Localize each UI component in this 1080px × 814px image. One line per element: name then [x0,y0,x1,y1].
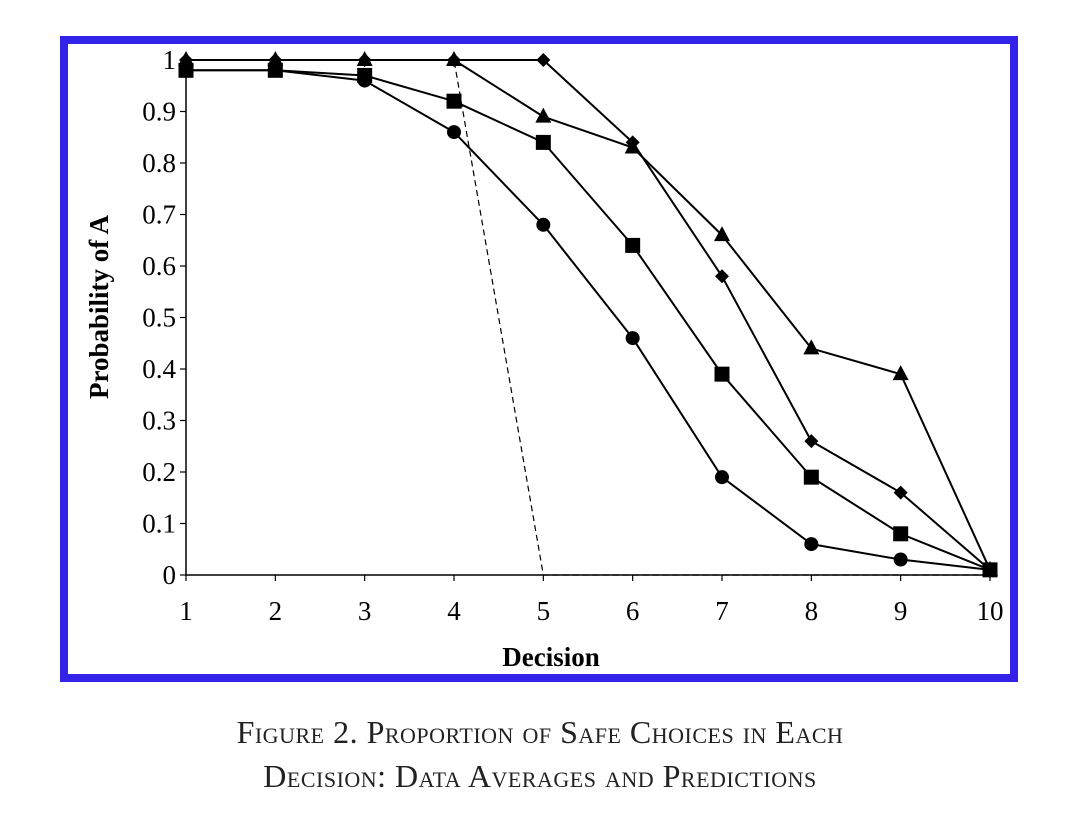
diamond-marker [447,53,461,67]
x-tick-label: 4 [447,596,461,626]
triangle-marker [803,339,820,355]
diamond-marker [983,562,997,577]
circle-marker [447,125,461,140]
diamond-marker [715,269,729,284]
x-tick-label: 7 [715,596,729,626]
square-marker [893,526,909,542]
series-line [186,59,991,571]
x-tick-label: 5 [537,596,551,626]
y-tick-label: 1 [163,45,177,75]
x-tick-label: 2 [269,596,283,626]
x-tick-label: 9 [894,596,908,626]
figure-caption-line-2: Decision: Data Averages and Predictions [263,758,817,794]
circle-marker [893,552,908,567]
y-axis-label: Probability of A [84,214,114,399]
x-tick-label: 6 [626,596,640,626]
y-tick-label: 0.7 [142,200,176,230]
square-marker [446,93,462,109]
y-tick-label: 0.1 [142,509,176,539]
diamond-marker [804,434,819,449]
y-tick-label: 0.4 [142,354,176,384]
series-line [186,59,991,571]
y-tick-label: 0.3 [142,406,176,436]
figure-frame: 0 0.1 0.2 0.3 0.4 0.5 0.6 0.7 0.8 0.9 1 1 2 3 4 5 6 7 8 9 10… [60,36,1018,682]
square-marker [178,62,194,78]
y-tick-label: 0.8 [142,148,176,178]
square-marker [625,237,641,253]
circle-marker [715,470,729,485]
y-tick-label: 0.2 [142,457,176,487]
square-marker [267,62,283,78]
figure-caption-line-1: Figure 2. Proportion of Safe Choices in … [236,714,844,750]
x-tick-label: 3 [358,596,372,626]
y-tick-label: 0.9 [142,97,176,127]
x-tick-label: 8 [805,596,819,626]
x-tick-label: 10 [977,596,1004,626]
diamond-marker [357,53,372,67]
series-triangle [178,51,998,576]
triangle-marker [535,107,552,123]
y-tick-label: 0.6 [142,251,176,281]
series-line [186,69,991,571]
series-group [178,51,998,578]
square-marker [803,469,819,485]
diamond-marker [893,485,908,500]
square-marker [714,366,730,382]
x-tick-label: 1 [179,596,193,626]
x-axis-label: Decision [502,642,600,672]
diamond-marker [625,135,640,150]
circle-marker [804,537,819,552]
line-chart: 0 0.1 0.2 0.3 0.4 0.5 0.6 0.7 0.8 0.9 1 1 2 3 4 5 6 7 8 9 10… [84,45,1004,672]
series-square [178,62,998,578]
series-circle [179,63,997,577]
series-line [186,59,990,576]
diamond-marker [536,53,551,67]
axes: 0 0.1 0.2 0.3 0.4 0.5 0.6 0.7 0.8 0.9 1 1 2 3 4 5 6 7 8 9 10 [142,45,1003,626]
y-tick-label: 0.5 [142,303,176,333]
circle-marker [536,217,551,232]
series-line [186,69,991,571]
square-marker [535,134,551,150]
diamond-marker [268,53,283,67]
series-risk-neutral-prediction [186,59,990,576]
y-tick-label: 0 [163,560,177,590]
circle-marker [625,331,640,346]
triangle-marker [892,365,909,381]
triangle-marker [714,226,730,242]
square-marker [357,67,373,83]
